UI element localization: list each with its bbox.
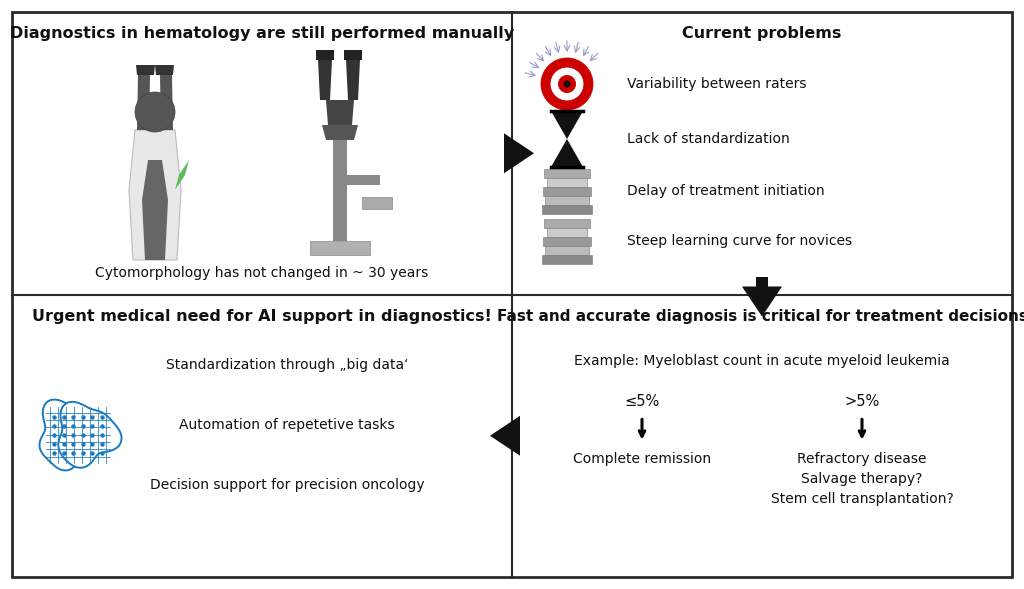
Text: Salvage therapy?: Salvage therapy?: [802, 472, 923, 487]
Polygon shape: [175, 160, 189, 190]
FancyBboxPatch shape: [504, 147, 520, 159]
FancyBboxPatch shape: [544, 169, 590, 178]
Circle shape: [135, 92, 175, 132]
Text: Example: Myeloblast count in acute myeloid leukemia: Example: Myeloblast count in acute myelo…: [574, 355, 950, 369]
Polygon shape: [160, 75, 173, 130]
Polygon shape: [155, 65, 174, 75]
FancyBboxPatch shape: [310, 241, 370, 255]
Polygon shape: [322, 125, 358, 140]
Text: Current problems: Current problems: [682, 26, 842, 41]
FancyBboxPatch shape: [543, 187, 591, 196]
Text: Delay of treatment initiation: Delay of treatment initiation: [627, 184, 824, 198]
Text: Stem cell transplantation?: Stem cell transplantation?: [771, 492, 953, 507]
Polygon shape: [142, 160, 168, 260]
Text: Urgent medical need for AI support in diagnostics!: Urgent medical need for AI support in di…: [32, 309, 492, 323]
FancyBboxPatch shape: [544, 219, 590, 228]
Circle shape: [550, 67, 584, 101]
Polygon shape: [362, 197, 392, 209]
Text: Steep learning curve for novices: Steep learning curve for novices: [627, 234, 852, 248]
Polygon shape: [551, 111, 583, 139]
Polygon shape: [129, 130, 181, 260]
Text: Diagnostics in hematology are still performed manually: Diagnostics in hematology are still perf…: [10, 26, 514, 41]
FancyBboxPatch shape: [344, 50, 362, 60]
Circle shape: [558, 75, 575, 92]
Polygon shape: [318, 60, 332, 100]
FancyBboxPatch shape: [547, 178, 587, 187]
Polygon shape: [346, 60, 360, 100]
Text: Complete remission: Complete remission: [573, 452, 711, 466]
Text: Decision support for precision oncology: Decision support for precision oncology: [150, 478, 424, 491]
Circle shape: [564, 81, 570, 87]
Text: Variability between raters: Variability between raters: [627, 77, 807, 91]
Text: Refractory disease: Refractory disease: [798, 452, 927, 466]
Polygon shape: [137, 75, 150, 130]
Polygon shape: [326, 100, 354, 125]
FancyBboxPatch shape: [542, 255, 592, 264]
Polygon shape: [58, 402, 122, 468]
Text: Lack of standardization: Lack of standardization: [627, 132, 790, 146]
Polygon shape: [347, 175, 380, 185]
Polygon shape: [504, 133, 534, 173]
FancyBboxPatch shape: [547, 228, 587, 237]
Text: ≤5%: ≤5%: [625, 395, 659, 409]
FancyBboxPatch shape: [542, 205, 592, 214]
Polygon shape: [333, 140, 347, 241]
Polygon shape: [490, 416, 520, 456]
Polygon shape: [40, 399, 109, 471]
Text: Standardization through „big data‘: Standardization through „big data‘: [166, 358, 409, 372]
Polygon shape: [742, 286, 782, 316]
Text: Automation of repetetive tasks: Automation of repetetive tasks: [179, 418, 395, 432]
FancyBboxPatch shape: [504, 430, 520, 442]
Polygon shape: [136, 65, 155, 75]
Text: Fast and accurate diagnosis is critical for treatment decisions: Fast and accurate diagnosis is critical …: [497, 309, 1024, 323]
Text: >5%: >5%: [845, 395, 880, 409]
FancyBboxPatch shape: [316, 50, 334, 60]
FancyBboxPatch shape: [545, 246, 589, 255]
Text: Cytomorphology has not changed in ~ 30 years: Cytomorphology has not changed in ~ 30 y…: [95, 266, 429, 280]
FancyBboxPatch shape: [543, 237, 591, 246]
Circle shape: [541, 58, 593, 110]
Polygon shape: [551, 139, 583, 167]
FancyBboxPatch shape: [756, 276, 768, 294]
FancyBboxPatch shape: [545, 196, 589, 205]
